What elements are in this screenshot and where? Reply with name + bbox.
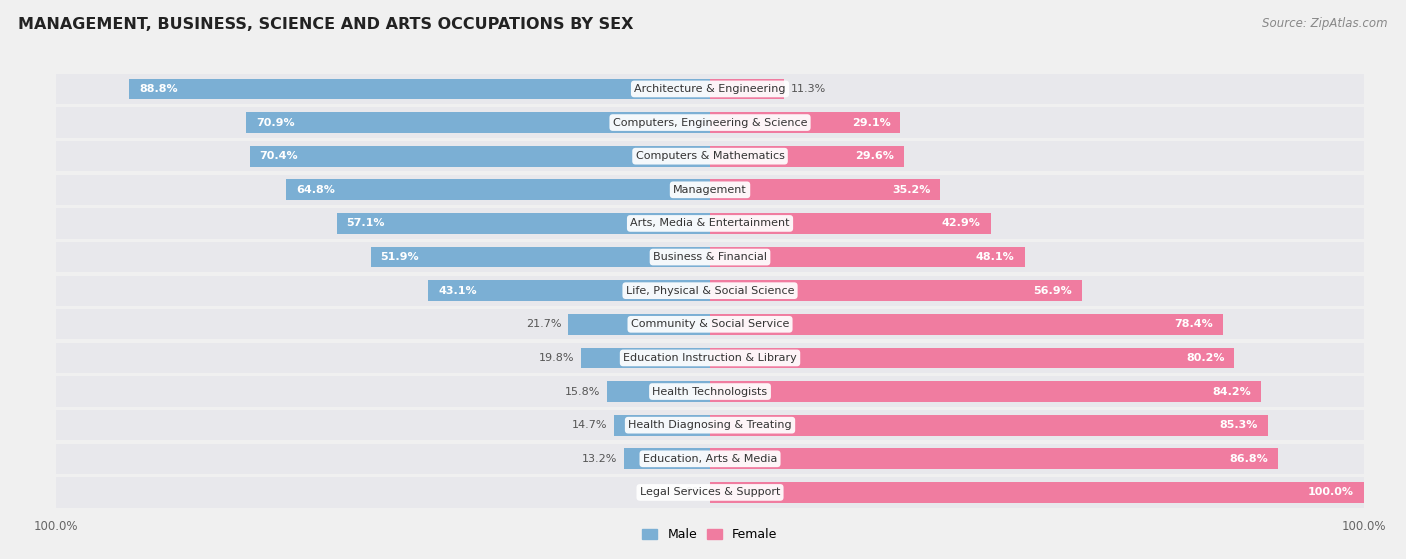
Text: 14.7%: 14.7% xyxy=(572,420,607,430)
Text: 57.1%: 57.1% xyxy=(346,219,385,229)
Bar xyxy=(607,381,710,402)
Text: 13.2%: 13.2% xyxy=(582,454,617,464)
Text: 29.6%: 29.6% xyxy=(855,151,894,161)
Bar xyxy=(710,415,1268,435)
Text: 42.9%: 42.9% xyxy=(942,219,981,229)
Text: MANAGEMENT, BUSINESS, SCIENCE AND ARTS OCCUPATIONS BY SEX: MANAGEMENT, BUSINESS, SCIENCE AND ARTS O… xyxy=(18,17,634,32)
Bar xyxy=(56,410,1364,440)
Bar xyxy=(624,448,710,469)
Text: Life, Physical & Social Science: Life, Physical & Social Science xyxy=(626,286,794,296)
Text: 29.1%: 29.1% xyxy=(852,117,890,127)
Text: 56.9%: 56.9% xyxy=(1033,286,1073,296)
Bar xyxy=(710,314,1223,335)
Text: 11.3%: 11.3% xyxy=(790,84,825,94)
Bar xyxy=(56,376,1364,407)
Text: 84.2%: 84.2% xyxy=(1212,387,1251,396)
Bar xyxy=(250,146,710,167)
Bar xyxy=(710,112,900,133)
Bar xyxy=(56,444,1364,474)
Bar xyxy=(56,209,1364,239)
Bar xyxy=(56,74,1364,104)
Text: 78.4%: 78.4% xyxy=(1174,319,1213,329)
Text: 48.1%: 48.1% xyxy=(976,252,1015,262)
Bar xyxy=(336,213,710,234)
Text: Management: Management xyxy=(673,185,747,195)
Text: 80.2%: 80.2% xyxy=(1187,353,1225,363)
Text: Education Instruction & Library: Education Instruction & Library xyxy=(623,353,797,363)
Text: Computers & Mathematics: Computers & Mathematics xyxy=(636,151,785,161)
Text: Health Technologists: Health Technologists xyxy=(652,387,768,396)
Text: 0.0%: 0.0% xyxy=(675,487,703,498)
Text: 51.9%: 51.9% xyxy=(381,252,419,262)
Bar xyxy=(429,280,710,301)
Bar xyxy=(246,112,710,133)
Text: 64.8%: 64.8% xyxy=(297,185,335,195)
Bar xyxy=(710,482,1364,503)
Bar xyxy=(710,348,1234,368)
Bar xyxy=(56,107,1364,138)
Text: Community & Social Service: Community & Social Service xyxy=(631,319,789,329)
Text: 35.2%: 35.2% xyxy=(891,185,931,195)
Bar xyxy=(287,179,710,200)
Text: 21.7%: 21.7% xyxy=(526,319,561,329)
Legend: Male, Female: Male, Female xyxy=(637,523,783,546)
Text: 70.4%: 70.4% xyxy=(260,151,298,161)
Text: 100.0%: 100.0% xyxy=(1308,487,1354,498)
Bar xyxy=(710,280,1083,301)
Bar xyxy=(371,247,710,267)
Text: 88.8%: 88.8% xyxy=(139,84,179,94)
Bar xyxy=(710,247,1025,267)
Bar xyxy=(129,78,710,100)
Text: 15.8%: 15.8% xyxy=(565,387,600,396)
Text: Source: ZipAtlas.com: Source: ZipAtlas.com xyxy=(1263,17,1388,30)
Bar xyxy=(56,343,1364,373)
Text: 43.1%: 43.1% xyxy=(439,286,477,296)
Bar xyxy=(710,146,904,167)
Text: Legal Services & Support: Legal Services & Support xyxy=(640,487,780,498)
Text: 86.8%: 86.8% xyxy=(1229,454,1268,464)
Text: Computers, Engineering & Science: Computers, Engineering & Science xyxy=(613,117,807,127)
Bar xyxy=(56,477,1364,508)
Bar xyxy=(614,415,710,435)
Bar xyxy=(56,141,1364,171)
Text: Education, Arts & Media: Education, Arts & Media xyxy=(643,454,778,464)
Bar xyxy=(568,314,710,335)
Text: Business & Financial: Business & Financial xyxy=(652,252,768,262)
Bar xyxy=(710,381,1261,402)
Text: 19.8%: 19.8% xyxy=(538,353,574,363)
Text: Health Diagnosing & Treating: Health Diagnosing & Treating xyxy=(628,420,792,430)
Bar xyxy=(56,174,1364,205)
Text: Arts, Media & Entertainment: Arts, Media & Entertainment xyxy=(630,219,790,229)
Bar xyxy=(710,179,941,200)
Text: 70.9%: 70.9% xyxy=(256,117,295,127)
Bar xyxy=(710,213,990,234)
Text: 85.3%: 85.3% xyxy=(1219,420,1258,430)
Bar xyxy=(710,448,1278,469)
Bar xyxy=(581,348,710,368)
Bar xyxy=(710,78,785,100)
Bar xyxy=(56,309,1364,339)
Bar xyxy=(56,276,1364,306)
Text: Architecture & Engineering: Architecture & Engineering xyxy=(634,84,786,94)
Bar xyxy=(56,242,1364,272)
